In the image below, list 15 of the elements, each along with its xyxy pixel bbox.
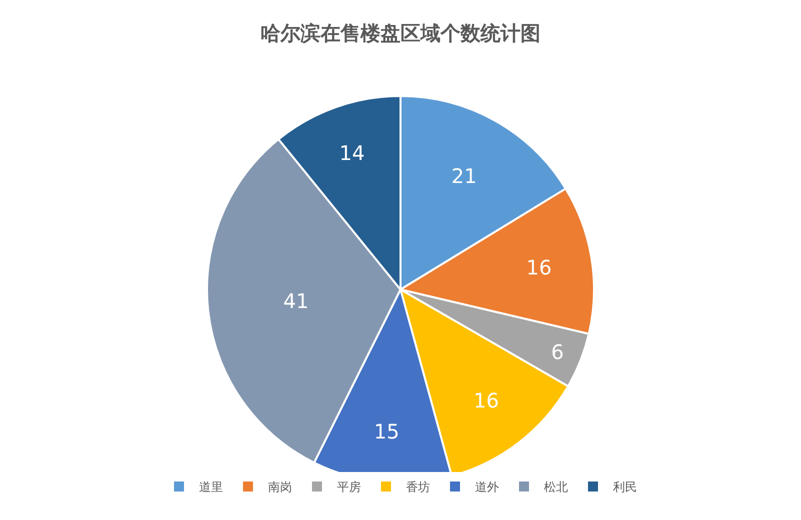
data-label: 41 — [283, 289, 309, 313]
data-label: 16 — [526, 255, 552, 280]
legend-label: 南岗 — [268, 480, 292, 494]
data-label: 16 — [473, 388, 499, 412]
legend-label: 平房 — [337, 480, 361, 494]
data-label: 6 — [551, 340, 564, 364]
legend-label: 道里 — [199, 480, 223, 494]
legend-label: 香坊 — [406, 480, 430, 494]
legend-label: 松北 — [544, 480, 568, 494]
legend-label: 利民 — [613, 480, 637, 494]
data-label: 21 — [451, 164, 477, 188]
data-label: 15 — [374, 419, 400, 444]
chart-title: 哈尔滨在售楼盘区域个数统计图 — [260, 21, 540, 45]
data-label: 14 — [339, 140, 365, 165]
legend-label: 道外 — [475, 480, 499, 494]
